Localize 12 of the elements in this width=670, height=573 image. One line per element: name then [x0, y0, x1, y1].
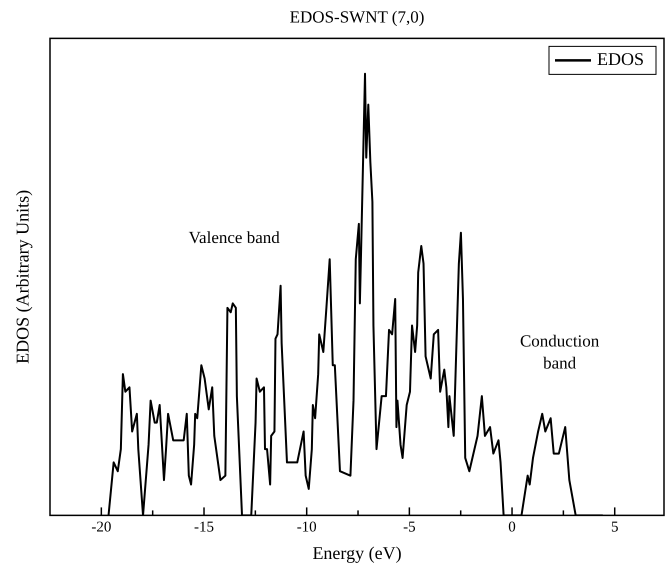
annotation: Valence band — [188, 228, 280, 248]
x-tick-label: -10 — [296, 519, 317, 536]
annotation: Conduction band — [520, 332, 600, 373]
chart-title: EDOS-SWNT (7,0) — [290, 8, 424, 27]
legend-label: EDOS — [596, 49, 644, 70]
x-axis-title: Energy (eV) — [312, 542, 402, 563]
x-tick-label: 0 — [508, 519, 516, 536]
x-tick-label: -20 — [91, 519, 112, 536]
x-tick-label: -5 — [403, 519, 416, 536]
x-tick-label: -15 — [194, 519, 214, 536]
x-tick-label: 5 — [610, 519, 618, 536]
y-axis-title: EDOS (Arbitrary Units) — [12, 190, 33, 364]
